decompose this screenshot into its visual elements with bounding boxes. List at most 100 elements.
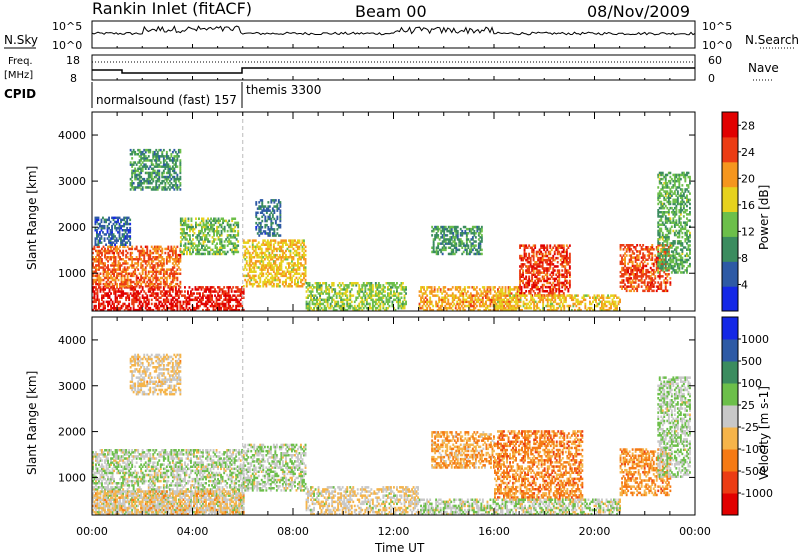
data-cell — [224, 298, 227, 302]
data-cell — [244, 253, 247, 257]
data-cell — [119, 245, 121, 249]
data-cell — [102, 294, 105, 297]
data-cell — [254, 247, 257, 251]
data-cell — [93, 245, 96, 249]
data-cell — [165, 175, 168, 179]
data-cell — [144, 300, 147, 304]
data-cell — [131, 264, 134, 267]
data-cell — [159, 161, 162, 164]
data-cell — [104, 282, 106, 286]
data-cell — [223, 308, 226, 312]
data-cell — [164, 294, 167, 297]
data-cell — [197, 296, 200, 299]
data-cell — [158, 270, 161, 273]
data-cell — [199, 294, 201, 297]
data-cell — [181, 238, 184, 241]
data-cell — [92, 258, 94, 261]
data-cell — [92, 308, 94, 312]
data-cell — [114, 260, 117, 263]
data-cell — [114, 276, 117, 280]
data-cell — [146, 177, 149, 181]
data-cell — [248, 258, 251, 261]
data-cell — [141, 288, 144, 291]
data-cell — [156, 173, 159, 177]
data-cell — [525, 290, 528, 293]
data-cell — [129, 188, 132, 191]
data-cell — [161, 294, 164, 297]
data-cell — [123, 218, 126, 222]
data-cell — [120, 243, 122, 246]
data-cell — [211, 223, 214, 227]
nsearch-tick-low: 10^0 — [702, 39, 732, 52]
data-cell — [278, 278, 281, 282]
data-cell — [101, 247, 103, 251]
data-cell — [122, 274, 125, 278]
data-cell — [102, 270, 105, 273]
data-cell — [123, 276, 126, 280]
data-cell — [433, 286, 436, 289]
data-cell — [126, 237, 129, 240]
data-cell — [229, 223, 232, 227]
data-cell — [140, 304, 143, 308]
data-cell — [117, 218, 119, 222]
data-cell — [199, 252, 202, 256]
data-cell — [110, 308, 112, 312]
data-cell — [103, 218, 106, 222]
data-cell — [138, 182, 141, 185]
data-cell — [99, 233, 101, 236]
data-cell — [146, 280, 149, 284]
data-cell — [101, 308, 103, 312]
data-cell — [231, 250, 234, 254]
data-cell — [131, 153, 134, 156]
data-cell — [112, 216, 115, 220]
data-cell — [184, 248, 187, 252]
data-cell — [171, 167, 174, 170]
data-cell — [589, 296, 591, 299]
data-cell — [131, 245, 134, 249]
data-cell — [102, 308, 105, 312]
data-cell — [208, 246, 211, 249]
data-cell — [152, 247, 155, 251]
data-cell — [144, 282, 147, 286]
data-cell — [184, 217, 187, 220]
data-cell — [232, 244, 235, 247]
data-cell — [203, 302, 206, 306]
data-cell — [196, 250, 199, 254]
data-cell — [187, 242, 190, 245]
data-cell — [140, 251, 143, 255]
data-cell — [97, 239, 100, 242]
data-cell — [167, 177, 170, 181]
data-cell — [104, 249, 106, 253]
data-cell — [101, 262, 103, 265]
data-cell — [119, 258, 121, 261]
data-cell — [153, 288, 156, 291]
data-cell — [93, 266, 96, 269]
data-cell — [238, 300, 241, 304]
data-cell — [155, 276, 158, 280]
data-cell — [156, 179, 159, 183]
data-cell — [98, 256, 100, 259]
data-cell — [153, 175, 156, 179]
data-cell — [121, 229, 124, 232]
data-cell — [162, 159, 165, 162]
data-cell — [170, 306, 173, 310]
data-cell — [248, 262, 251, 265]
data-cell — [161, 266, 164, 269]
data-cell — [173, 169, 176, 173]
data-cell — [105, 280, 108, 284]
data-cell — [184, 242, 187, 245]
data-cell — [164, 165, 167, 168]
data-cell — [138, 175, 141, 179]
data-cell — [162, 157, 165, 160]
data-cell — [96, 278, 99, 282]
data-cell — [155, 298, 158, 302]
data-cell — [228, 223, 231, 227]
data-cell — [250, 270, 253, 273]
data-cell — [131, 280, 134, 284]
data-cell — [146, 260, 149, 263]
data-cell — [211, 242, 214, 245]
data-cell — [184, 236, 187, 239]
data-cell — [257, 274, 260, 278]
data-cell — [173, 264, 176, 267]
data-cell — [159, 270, 162, 273]
